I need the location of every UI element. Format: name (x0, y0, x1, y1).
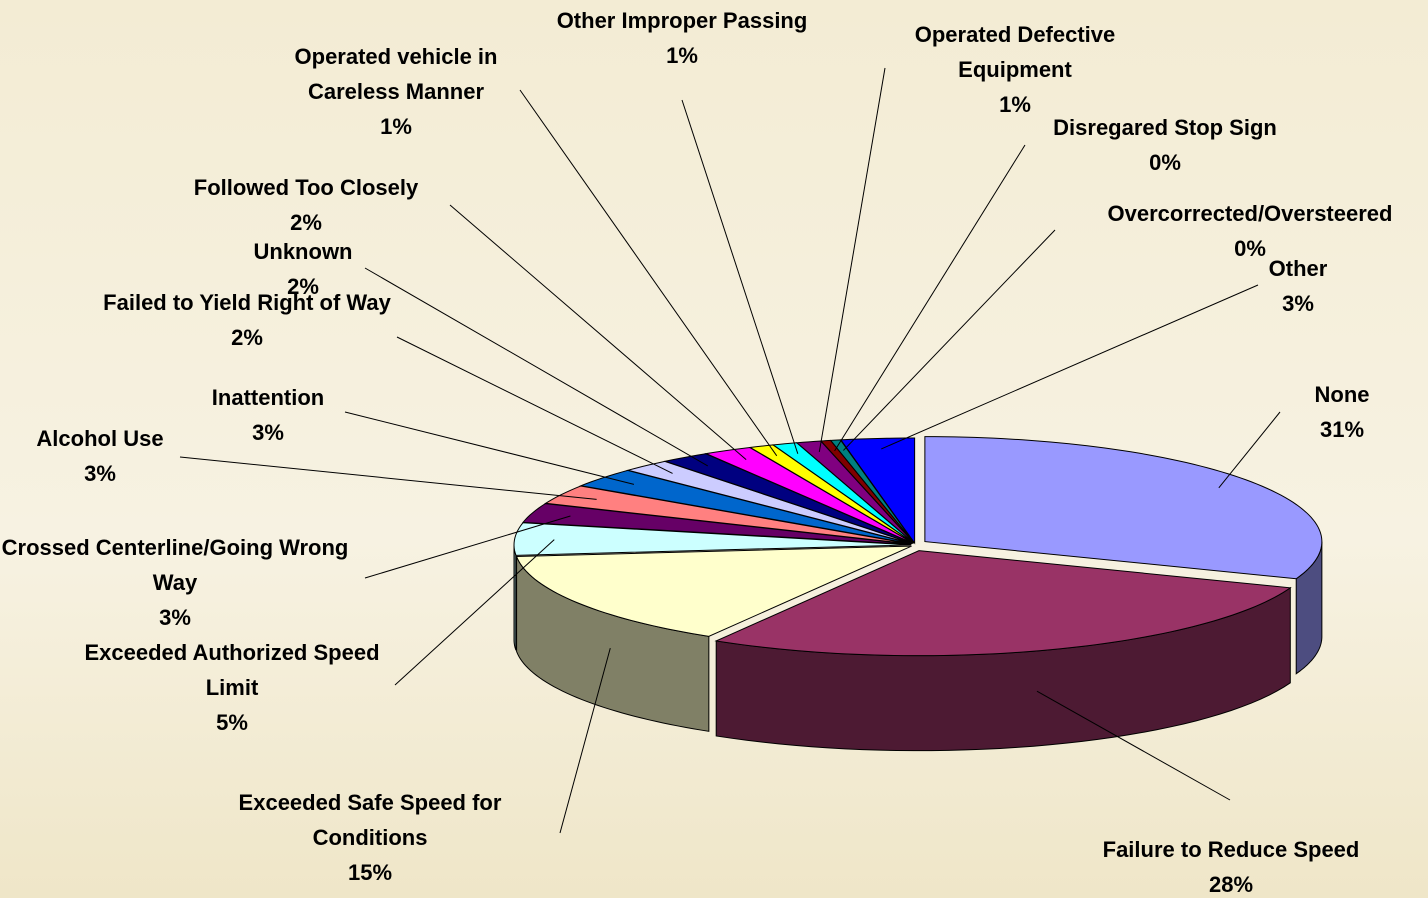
value-label: 3% (252, 420, 284, 445)
leader-line (364, 515, 571, 579)
category-label: Exceeded Safe Speed for Conditions (238, 790, 502, 850)
category-label: Failure to Reduce Speed (1102, 837, 1360, 862)
value-label: 15% (347, 860, 393, 885)
slice-label: Inattention 3% (158, 380, 378, 450)
slice-label: Other Improper Passing 1% (512, 3, 852, 73)
value-label: 31% (1319, 417, 1365, 442)
slice-label: Failed to Yield Right of Way 2% (82, 285, 412, 355)
slice (839, 437, 916, 545)
slice-label: Crossed Centerline/Going Wrong Way 3% (0, 530, 355, 635)
leader-line (834, 144, 1026, 452)
slice (626, 460, 913, 545)
value-label: 2% (287, 274, 319, 299)
value-label: 1% (666, 43, 698, 68)
value-label: 2% (231, 325, 263, 350)
leader-line (179, 456, 597, 500)
leader-line (1218, 411, 1281, 489)
slice (579, 469, 913, 545)
value-label: 28% (1208, 872, 1254, 897)
category-label: Disregared Stop Sign (1053, 115, 1277, 140)
value-label: 0% (1234, 236, 1266, 261)
leader-line (1036, 690, 1231, 801)
value-label: 3% (159, 605, 191, 630)
category-label: Followed Too Closely (193, 175, 419, 200)
leader-line (344, 411, 635, 485)
slice (515, 545, 912, 637)
slice-label: Alcohol Use 3% (0, 421, 210, 491)
category-label: Other (1268, 256, 1328, 281)
slice (513, 522, 912, 556)
leader-line (394, 539, 555, 686)
leader-line (519, 89, 778, 457)
slice-side (513, 544, 517, 651)
slice-label: Operated Defective Equipment 1% (870, 17, 1160, 122)
slice-label: Followed Too Closely 2% (146, 170, 466, 240)
category-label: Exceeded Authorized Speed Limit (84, 640, 380, 700)
category-label: Inattention (211, 385, 325, 410)
category-label: Overcorrected/Oversteered (1107, 201, 1393, 226)
slice-label: Other 3% (1243, 251, 1353, 321)
leader-line (681, 99, 799, 454)
slice-label: Disregared Stop Sign 0% (1005, 110, 1325, 180)
category-label: Other Improper Passing (556, 8, 808, 33)
value-label: 5% (216, 710, 248, 735)
leader-line (818, 67, 886, 453)
leader-line (843, 229, 1056, 451)
leader-line (559, 648, 611, 834)
slice (522, 503, 912, 545)
value-label: 1% (380, 114, 412, 139)
slice (544, 485, 912, 545)
value-label: 3% (84, 461, 116, 486)
value-label: 2% (290, 210, 322, 235)
category-label: Alcohol Use (36, 426, 164, 451)
slice-label: Operated vehicle in Careless Manner 1% (251, 39, 541, 144)
slice (714, 550, 1292, 657)
slice-label: None 31% (1272, 377, 1412, 447)
leader-line (364, 267, 709, 467)
slice-label: Failure to Reduce Speed 28% (1051, 832, 1411, 902)
slice-label: Exceeded Safe Speed for Conditions 15% (190, 785, 550, 890)
category-label: Crossed Centerline/Going Wrong Way (1, 535, 349, 595)
category-label: Operated Defective Equipment (914, 22, 1116, 82)
slice (704, 447, 914, 544)
slice (924, 436, 1323, 580)
leader-line (881, 284, 1259, 450)
category-label: Failed to Yield Right of Way (103, 290, 391, 315)
slice (663, 453, 913, 544)
slice-label: Unknown 2% (203, 234, 403, 304)
category-label: Operated vehicle in Careless Manner (294, 44, 498, 104)
value-label: 0% (1149, 150, 1181, 175)
category-label: Unknown (253, 239, 353, 264)
category-label: None (1314, 382, 1370, 407)
value-label: 3% (1282, 291, 1314, 316)
leader-line (396, 336, 673, 474)
value-label: 1% (999, 92, 1031, 117)
leader-line (449, 204, 747, 461)
slice-label: Overcorrected/Oversteered 0% (1070, 196, 1428, 266)
slice-label: Exceeded Authorized Speed Limit 5% (72, 635, 392, 740)
